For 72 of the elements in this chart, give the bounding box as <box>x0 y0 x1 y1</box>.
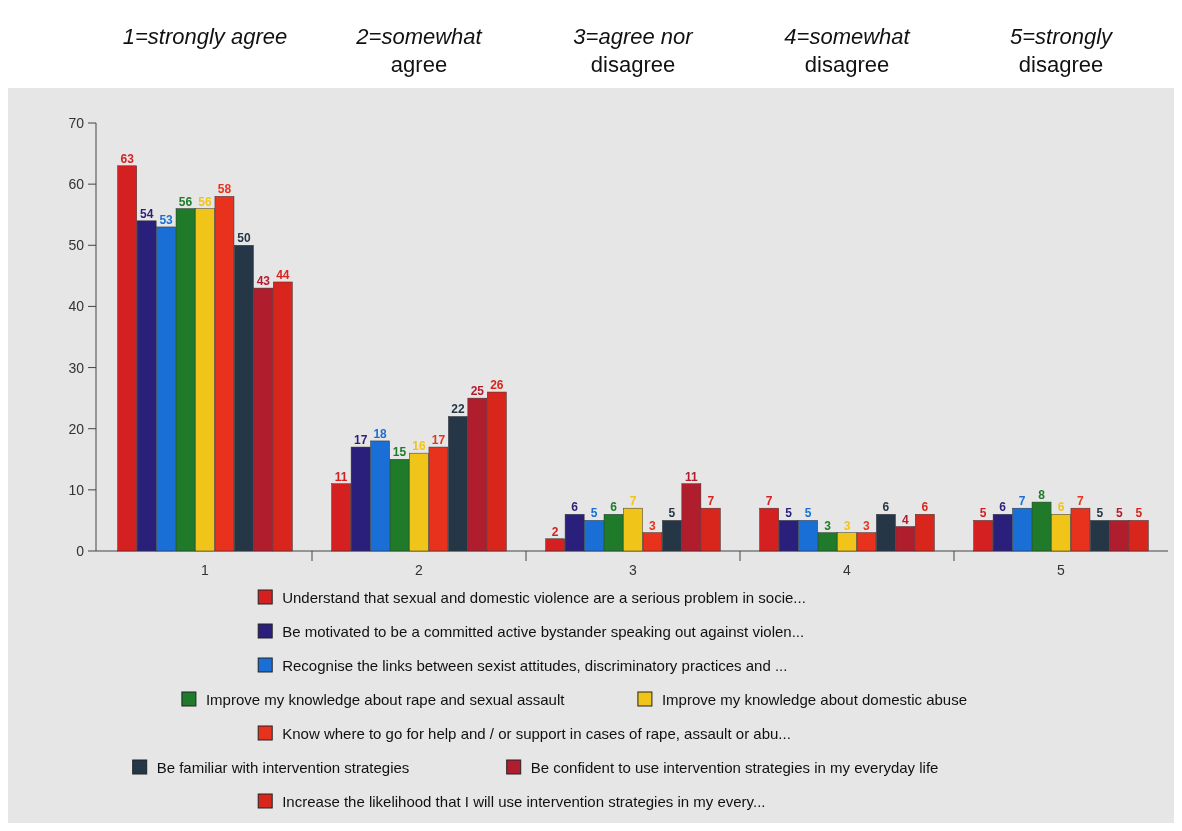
data-label: 5 <box>804 506 812 521</box>
y-tick-label: 20 <box>68 420 85 437</box>
legend-label: Understand that sexual and domestic violence are a serious problem in socie... <box>282 589 806 606</box>
y-tick-label: 10 <box>68 481 85 498</box>
data-label: 53 <box>159 212 174 227</box>
data-label: 11 <box>685 469 699 484</box>
data-label: 4 <box>902 512 910 527</box>
legend-label: Be familiar with intervention strategies <box>156 759 410 776</box>
data-label: 7 <box>1018 494 1026 509</box>
legend-label: Improve my knowledge about domestic abuse <box>661 691 968 708</box>
data-label: 7 <box>629 494 637 509</box>
legend-label: Increase the likelihood that I will use intervention strategies in my every... <box>282 793 766 810</box>
data-label: 58 <box>217 182 232 197</box>
data-label: 56 <box>198 194 212 209</box>
y-tick-label: 60 <box>68 176 85 193</box>
data-label: 56 <box>178 194 193 209</box>
data-label: 11 <box>334 469 348 484</box>
text: 4=somewhat disagree <box>784 24 911 77</box>
data-label: 3 <box>843 518 851 533</box>
data-label: 5 <box>1135 506 1143 521</box>
data-label: 5 <box>1116 506 1124 521</box>
x-tick-label: 2 <box>415 562 424 578</box>
legend-label: Know where to go for help and / or support in cases of rape, assault or abu... <box>282 725 791 742</box>
data-label: 18 <box>373 426 388 441</box>
data-label: 5 <box>1096 506 1104 521</box>
data-label: 6 <box>999 500 1007 515</box>
data-label: 8 <box>1038 488 1046 503</box>
data-label: 7 <box>765 494 773 509</box>
legend-label: Be motivated to be a committed active bystander speaking out against violen... <box>282 623 805 640</box>
data-label: 3 <box>649 518 657 533</box>
data-label: 6 <box>610 500 618 515</box>
data-label: 43 <box>256 274 271 289</box>
data-label: 2 <box>551 524 559 539</box>
legend-label: Improve my knowledge about rape and sexual assault <box>205 691 566 708</box>
y-tick-label: 40 <box>68 298 85 315</box>
data-label: 25 <box>470 384 485 399</box>
y-tick-label: 0 <box>76 543 85 559</box>
data-label: 3 <box>824 518 832 533</box>
y-tick-label: 70 <box>68 115 85 131</box>
x-tick-label: 1 <box>201 562 210 578</box>
data-label: 5 <box>785 506 793 521</box>
data-label: 7 <box>1077 494 1085 509</box>
data-label: 17 <box>431 433 446 448</box>
data-label: 6 <box>1057 500 1065 515</box>
data-label: 16 <box>412 439 426 454</box>
data-label: 6 <box>571 500 579 515</box>
data-label: 17 <box>353 433 368 448</box>
data-label: 5 <box>979 506 987 521</box>
data-label: 26 <box>490 378 504 393</box>
x-tick-label: 4 <box>843 562 852 578</box>
data-label: 54 <box>139 206 154 221</box>
text: 5=strongly disagree <box>1009 24 1115 77</box>
data-label: 6 <box>921 500 929 515</box>
data-label: 50 <box>237 231 251 246</box>
data-label: 3 <box>863 518 871 533</box>
y-tick-label: 50 <box>68 237 85 254</box>
text: 1=strongly agree <box>122 24 288 49</box>
data-label: 63 <box>120 151 135 166</box>
data-label: 7 <box>707 494 715 509</box>
x-tick-label: 3 <box>629 562 638 578</box>
y-tick-label: 30 <box>68 359 85 376</box>
data-label: 22 <box>451 402 465 417</box>
data-label: 15 <box>392 445 407 460</box>
x-tick-label: 5 <box>1057 562 1066 578</box>
legend-label: Recognise the links between sexist attitudes, discriminatory practices and ... <box>282 657 788 674</box>
data-label: 5 <box>590 506 598 521</box>
text: 2=somewhat agree <box>355 24 483 77</box>
legend-label: Be confident to use intervention strategies in my everyday life <box>530 759 939 776</box>
data-label: 6 <box>882 500 890 515</box>
data-label: 5 <box>668 506 676 521</box>
text: 3=agree nor disagree <box>573 24 695 77</box>
data-label: 44 <box>276 267 290 282</box>
